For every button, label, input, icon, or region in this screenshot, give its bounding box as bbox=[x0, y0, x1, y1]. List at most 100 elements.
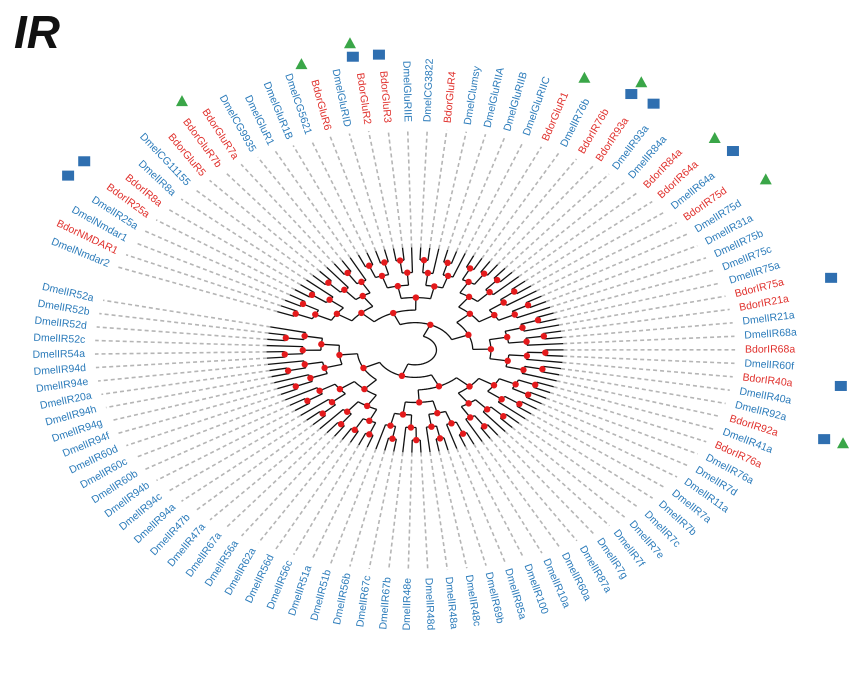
node-dot bbox=[465, 293, 473, 301]
node-dot bbox=[321, 364, 328, 372]
branch bbox=[525, 295, 542, 304]
leader-line bbox=[549, 391, 707, 443]
branch bbox=[392, 248, 397, 262]
node-dot bbox=[326, 296, 333, 303]
branch bbox=[266, 356, 286, 359]
leader-line bbox=[367, 131, 395, 249]
node-dot bbox=[343, 408, 351, 415]
node-dot bbox=[358, 278, 365, 286]
leader-line bbox=[168, 414, 302, 492]
branch bbox=[294, 289, 310, 298]
branch bbox=[270, 326, 306, 334]
leader-line bbox=[406, 128, 413, 248]
leader-line bbox=[530, 211, 666, 287]
node-dot bbox=[524, 301, 532, 309]
leaf-label: DmelIR94d bbox=[33, 362, 86, 378]
leader-line bbox=[292, 145, 360, 256]
branch bbox=[521, 372, 557, 382]
node-dot bbox=[351, 426, 358, 434]
node-dot bbox=[312, 311, 319, 318]
node-dot bbox=[503, 333, 511, 341]
leader-line bbox=[553, 269, 714, 314]
leaf-label: DmelIR48d bbox=[422, 578, 436, 631]
node-dot bbox=[359, 292, 366, 300]
node-dot bbox=[500, 413, 507, 420]
node-dot bbox=[336, 351, 343, 359]
branch bbox=[410, 247, 414, 273]
node-dot bbox=[465, 278, 472, 286]
branch bbox=[526, 358, 563, 364]
leader-line bbox=[530, 413, 666, 489]
leaf-label: DmelIR67c bbox=[354, 575, 373, 628]
leader-line bbox=[562, 321, 733, 339]
leader-line bbox=[563, 335, 735, 345]
branch bbox=[445, 424, 458, 449]
branch bbox=[383, 249, 389, 263]
leader-line bbox=[240, 163, 335, 265]
square-marker bbox=[825, 272, 838, 283]
node-dot bbox=[281, 351, 289, 358]
square-marker bbox=[346, 51, 359, 62]
leader-line bbox=[167, 208, 301, 286]
leader-line bbox=[95, 339, 267, 347]
leader-line bbox=[489, 437, 578, 542]
leader-line bbox=[102, 299, 271, 328]
node-dot bbox=[366, 431, 373, 438]
leader-line bbox=[438, 131, 468, 249]
node-dot bbox=[398, 372, 406, 380]
leader-line bbox=[558, 374, 726, 405]
node-dot bbox=[394, 282, 402, 290]
node-dot bbox=[301, 361, 308, 368]
leader-line bbox=[438, 451, 468, 569]
leader-line bbox=[275, 441, 352, 550]
node-dot bbox=[301, 332, 308, 340]
leader-line bbox=[95, 357, 268, 369]
branch bbox=[375, 424, 387, 450]
triangle-marker bbox=[295, 58, 308, 70]
branch bbox=[312, 274, 326, 286]
leaf-label: DmelGluRIIA bbox=[482, 66, 507, 128]
leader-line bbox=[497, 434, 595, 535]
leader-line bbox=[368, 451, 395, 570]
leader-line bbox=[125, 253, 282, 307]
branch bbox=[505, 413, 520, 424]
node-dot bbox=[498, 396, 505, 403]
node-dot bbox=[448, 420, 455, 427]
node-dot bbox=[524, 391, 532, 398]
leader-line bbox=[105, 375, 272, 409]
leader-line bbox=[257, 438, 343, 544]
branch bbox=[529, 391, 547, 399]
node-dot bbox=[304, 397, 311, 405]
leader-line bbox=[429, 451, 449, 571]
branch bbox=[543, 330, 562, 335]
node-dot bbox=[319, 410, 326, 417]
branch bbox=[326, 422, 339, 434]
leader-line bbox=[562, 361, 733, 378]
leader-line bbox=[348, 133, 386, 250]
branch bbox=[480, 260, 491, 273]
branch bbox=[435, 438, 440, 452]
triangle-marker bbox=[578, 71, 591, 83]
node-dot bbox=[427, 321, 434, 328]
leader-line bbox=[563, 355, 735, 365]
leader-line bbox=[101, 369, 270, 396]
leaf-label: DmelIR60f bbox=[744, 358, 794, 373]
leader-line bbox=[257, 156, 343, 262]
node-dot bbox=[519, 324, 526, 331]
triangle-marker bbox=[635, 76, 648, 88]
node-dot bbox=[481, 423, 488, 430]
node-dot bbox=[534, 316, 542, 324]
node-dot bbox=[292, 383, 299, 390]
leader-line bbox=[464, 446, 525, 559]
node-dot bbox=[413, 436, 420, 444]
leader-line bbox=[536, 408, 678, 478]
leader-line bbox=[456, 448, 506, 563]
node-dot bbox=[299, 347, 307, 354]
node-dot bbox=[516, 400, 523, 408]
branch bbox=[536, 312, 554, 319]
node-dot bbox=[328, 398, 336, 406]
leader-line bbox=[99, 312, 269, 334]
leader-line bbox=[447, 449, 487, 566]
node-dot bbox=[486, 288, 493, 296]
node-dot bbox=[412, 294, 420, 301]
